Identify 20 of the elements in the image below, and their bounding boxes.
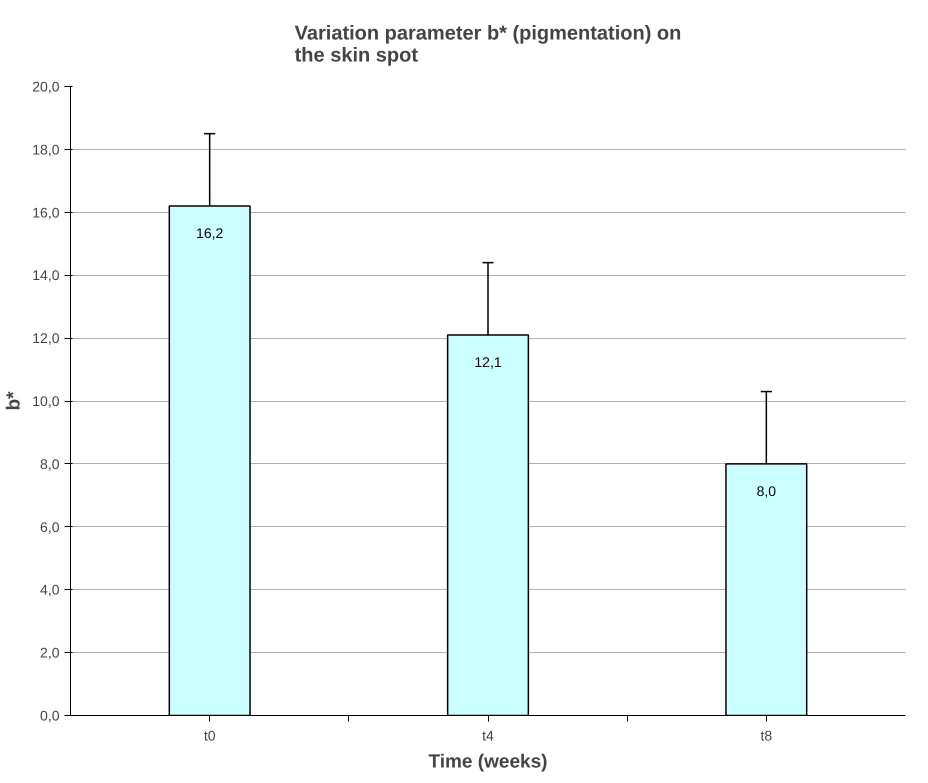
data-label: 8,0 bbox=[756, 482, 776, 499]
x-tick-label: t0 bbox=[204, 728, 216, 744]
y-tick-label: 18,0 bbox=[32, 141, 60, 158]
x-axis-title: Time (weeks) bbox=[428, 752, 548, 772]
data-label: 12,1 bbox=[474, 354, 502, 370]
y-tick-label: 2,0 bbox=[40, 644, 60, 661]
y-tick-label: 16,0 bbox=[32, 204, 60, 220]
y-axis-title: b* bbox=[3, 390, 24, 410]
data-label: 16,2 bbox=[196, 225, 224, 242]
y-tick-label: 20,0 bbox=[32, 78, 60, 94]
x-tick-label: t8 bbox=[760, 728, 772, 744]
y-tick-label: 10,0 bbox=[32, 393, 60, 409]
y-tick-label: 8,0 bbox=[40, 456, 60, 472]
y-tick-label: 12,0 bbox=[32, 330, 60, 346]
chart-title: Variation parameter b* (pigmentation) on the skin spot bbox=[294, 22, 682, 66]
y-tick-label: 0,0 bbox=[40, 708, 60, 724]
y-tick-label: 6,0 bbox=[40, 518, 60, 535]
x-tick-label: t4 bbox=[482, 728, 494, 744]
y-tick-label: 14,0 bbox=[32, 267, 60, 284]
y-tick-label: 4,0 bbox=[40, 582, 60, 598]
